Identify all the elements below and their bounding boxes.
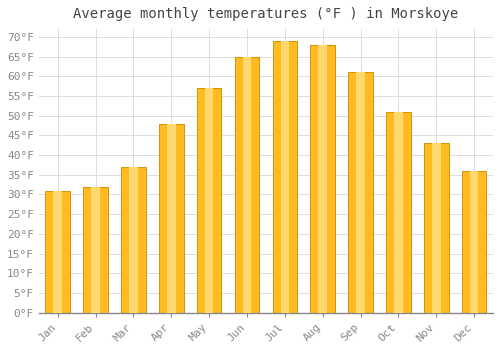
Bar [92,187,100,313]
Bar [205,88,214,313]
Bar [54,190,62,313]
Bar [462,171,486,313]
Bar [424,143,448,313]
Bar [167,124,175,313]
Bar [46,190,70,313]
Bar [272,41,297,313]
Bar [310,45,335,313]
Bar [234,57,260,313]
Bar [280,41,289,313]
Bar [432,143,440,313]
Bar [129,167,138,313]
Bar [348,72,373,313]
Bar [197,88,222,313]
Bar [394,112,402,313]
Bar [159,124,184,313]
Bar [356,72,365,313]
Title: Average monthly temperatures (°F ) in Morskoye: Average monthly temperatures (°F ) in Mo… [74,7,458,21]
Bar [386,112,410,313]
Bar [470,171,478,313]
Bar [84,187,108,313]
Bar [318,45,327,313]
Bar [242,57,252,313]
Bar [121,167,146,313]
